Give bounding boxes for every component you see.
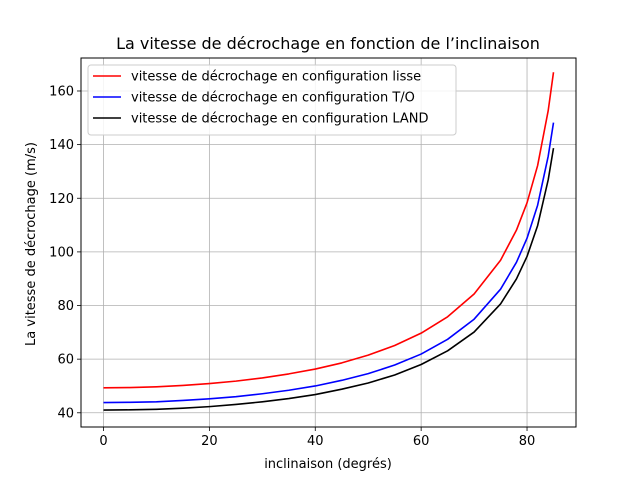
legend: vitesse de décrochage en configuration l… <box>87 64 457 136</box>
y-tick-label: 60 <box>57 353 74 368</box>
y-tick-label: 120 <box>49 192 74 207</box>
chart-title: La vitesse de décrochage en fonction de … <box>116 34 540 53</box>
x-tick-label: 20 <box>201 434 218 449</box>
legend-label: vitesse de décrochage en configuration l… <box>131 70 421 85</box>
series-line-3 <box>103 147 555 411</box>
x-tick-label: 80 <box>519 434 536 449</box>
series-line-1 <box>103 72 555 389</box>
legend-label: vitesse de décrochage en configuration L… <box>131 112 429 127</box>
y-axis-label: La vitesse de décrochage (m/s) <box>24 142 39 346</box>
x-tick-label: 40 <box>307 434 324 449</box>
x-tick-label: 0 <box>99 434 107 449</box>
y-tick-label: 40 <box>57 406 74 421</box>
y-tick-label: 100 <box>49 245 74 260</box>
x-axis-ticks: 0 20 40 60 80 <box>99 427 535 449</box>
legend-box <box>87 64 457 136</box>
y-tick-label: 160 <box>49 84 74 99</box>
series-line-2 <box>103 122 555 404</box>
legend-label: vitesse de décrochage en configuration T… <box>131 91 415 106</box>
y-tick-label: 140 <box>49 138 74 153</box>
x-axis-label: inclinaison (degrés) <box>264 457 392 472</box>
y-tick-label: 80 <box>57 299 74 314</box>
y-axis-ticks: 40 60 80 100 120 140 160 <box>49 84 81 421</box>
x-tick-label: 60 <box>413 434 430 449</box>
plot-frame <box>80 57 577 428</box>
series-lines <box>103 72 555 411</box>
